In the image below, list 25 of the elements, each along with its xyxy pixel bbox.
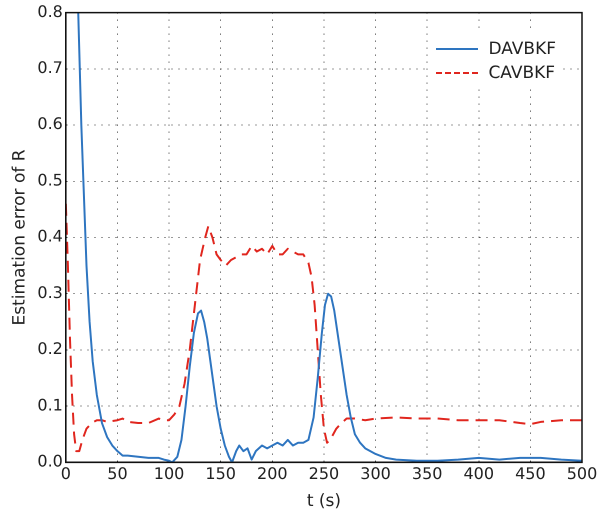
y-tick-label: 0.7 bbox=[37, 58, 63, 77]
x-tick-label: 350 bbox=[412, 464, 442, 484]
x-tick-label: 0 bbox=[60, 464, 71, 484]
line-series bbox=[66, 202, 582, 452]
y-tick-label: 0.0 bbox=[37, 452, 63, 471]
y-tick-label: 0.6 bbox=[37, 114, 63, 134]
y-tick-label: 0.8 bbox=[37, 2, 63, 21]
x-tick-label: 400 bbox=[463, 464, 494, 484]
y-tick-label: 0.3 bbox=[37, 282, 63, 302]
y-tick-label: 0.2 bbox=[37, 339, 63, 358]
x-tick-label: 100 bbox=[154, 464, 184, 484]
legend-label: CAVBKF bbox=[488, 62, 556, 83]
y-tick-label: 0.1 bbox=[37, 395, 63, 414]
x-tick-label: 200 bbox=[257, 464, 288, 484]
x-tick-label: 500 bbox=[566, 464, 598, 484]
x-tick-label: 450 bbox=[515, 464, 546, 484]
legend-label: DAVBKF bbox=[488, 38, 556, 59]
x-tick-label: 250 bbox=[308, 464, 340, 484]
x-tick-label: 150 bbox=[205, 464, 236, 484]
y-tick-label: 0.5 bbox=[37, 170, 63, 190]
y-tick-label: 0.4 bbox=[37, 226, 63, 246]
x-axis-title: t (s) bbox=[306, 491, 342, 512]
y-axis-title: Estimation error of R bbox=[10, 149, 30, 326]
x-tick-label: 50 bbox=[107, 464, 128, 484]
x-tick-label: 300 bbox=[360, 464, 391, 484]
